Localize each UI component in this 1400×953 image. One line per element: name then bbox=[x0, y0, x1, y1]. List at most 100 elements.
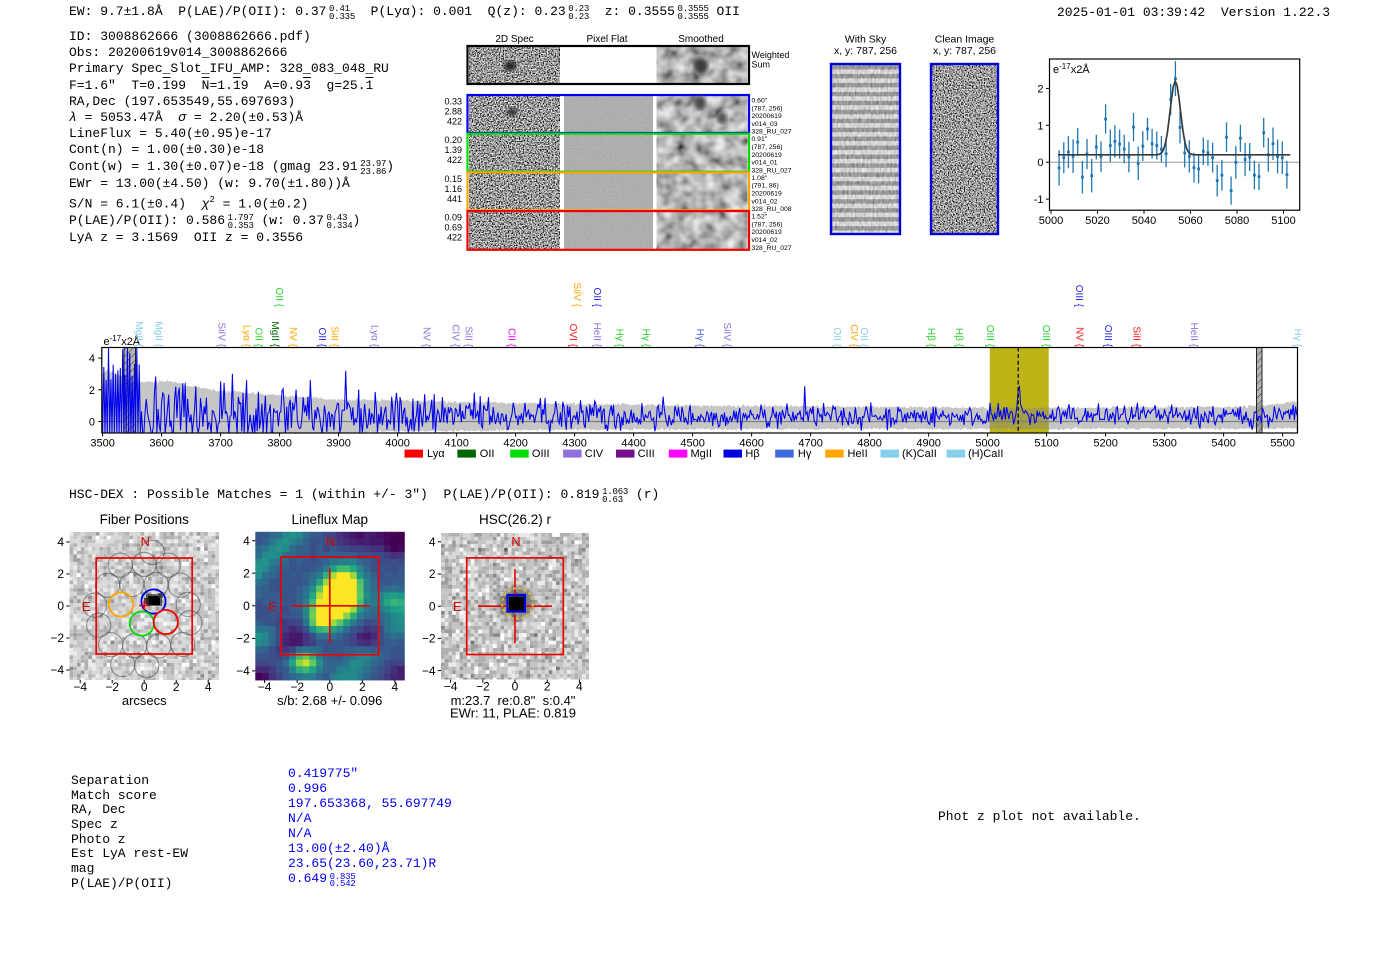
svg-text:4500: 4500 bbox=[680, 438, 704, 450]
svg-text:MgII {: MgII { bbox=[269, 321, 280, 347]
svg-text:20200619: 20200619 bbox=[752, 191, 782, 198]
svg-text:−4: −4 bbox=[50, 663, 64, 677]
svg-text:EWr: 11, PLAE: 0.819: EWr: 11, PLAE: 0.819 bbox=[450, 706, 576, 721]
svg-text:0.60": 0.60" bbox=[752, 98, 768, 105]
svg-text:4800: 4800 bbox=[857, 438, 881, 450]
svg-text:x, y: 787, 256: x, y: 787, 256 bbox=[834, 45, 897, 57]
svg-text:0.91": 0.91" bbox=[752, 136, 768, 143]
svg-text:OIII {: OIII { bbox=[1073, 285, 1084, 308]
svg-text:0.09: 0.09 bbox=[444, 213, 462, 223]
svg-text:422: 422 bbox=[447, 233, 462, 243]
svg-text:4: 4 bbox=[205, 680, 212, 694]
svg-text:OIII {: OIII { bbox=[1040, 325, 1051, 348]
svg-text:2: 2 bbox=[57, 567, 64, 581]
svg-text:2: 2 bbox=[429, 567, 436, 581]
svg-text:5060: 5060 bbox=[1178, 215, 1202, 227]
svg-text:−2: −2 bbox=[422, 632, 436, 646]
svg-text:Lyα: Lyα bbox=[427, 448, 445, 460]
svg-text:OII {: OII { bbox=[858, 328, 869, 348]
svg-text:Hβ: Hβ bbox=[745, 448, 759, 460]
svg-text:CIII: CIII bbox=[638, 448, 655, 460]
svg-text:Lyα {: Lyα { bbox=[240, 325, 251, 348]
svg-text:SiII {: SiII { bbox=[329, 326, 340, 347]
svg-text:NV {: NV { bbox=[1074, 327, 1085, 348]
svg-text:NV {: NV { bbox=[421, 327, 432, 348]
svg-text:−2: −2 bbox=[50, 631, 64, 645]
svg-text:arcsecs: arcsecs bbox=[122, 693, 167, 708]
svg-text:HeII {: HeII { bbox=[1188, 323, 1199, 348]
svg-text:5080: 5080 bbox=[1225, 215, 1249, 227]
svg-text:1.16: 1.16 bbox=[444, 184, 462, 194]
svg-text:2.88: 2.88 bbox=[444, 107, 462, 117]
svg-text:5100: 5100 bbox=[1034, 438, 1058, 450]
svg-text:2: 2 bbox=[544, 680, 551, 694]
svg-text:4: 4 bbox=[89, 353, 95, 365]
svg-text:(791, 86): (791, 86) bbox=[752, 183, 779, 190]
svg-text:5100: 5100 bbox=[1271, 215, 1295, 227]
svg-text:Hβ {: Hβ { bbox=[953, 328, 964, 348]
svg-text:5000: 5000 bbox=[975, 438, 999, 450]
svg-text:m:23.7 re:0.8" s:0.4": m:23.7 re:0.8" s:0.4" bbox=[451, 693, 576, 708]
svg-text:0.15: 0.15 bbox=[444, 174, 462, 184]
svg-text:422: 422 bbox=[447, 117, 462, 127]
svg-text:4: 4 bbox=[243, 534, 250, 548]
svg-text:With Sky: With Sky bbox=[845, 34, 887, 46]
svg-text:CIV: CIV bbox=[585, 448, 604, 460]
svg-text:MgII {: MgII { bbox=[153, 321, 164, 347]
svg-text:E: E bbox=[268, 599, 277, 614]
svg-text:−4: −4 bbox=[258, 680, 272, 694]
svg-text:4300: 4300 bbox=[562, 438, 586, 450]
svg-text:0: 0 bbox=[429, 599, 436, 613]
svg-text:3900: 3900 bbox=[326, 438, 350, 450]
svg-text:Hγ {: Hγ { bbox=[1292, 329, 1303, 348]
svg-text:328_RU_027: 328_RU_027 bbox=[752, 245, 792, 252]
svg-text:Smoothed: Smoothed bbox=[678, 34, 724, 45]
svg-text:2: 2 bbox=[173, 680, 180, 694]
svg-text:v014_02: v014_02 bbox=[752, 198, 778, 205]
svg-text:2D Spec: 2D Spec bbox=[495, 34, 533, 45]
svg-text:CIV {: CIV { bbox=[449, 324, 460, 347]
svg-text:328_RU_008: 328_RU_008 bbox=[752, 206, 792, 213]
svg-text:OII {: OII { bbox=[591, 288, 602, 308]
svg-text:4900: 4900 bbox=[916, 438, 940, 450]
svg-text:5300: 5300 bbox=[1152, 438, 1176, 450]
svg-text:328_RU_027: 328_RU_027 bbox=[752, 167, 792, 174]
svg-text:20200619: 20200619 bbox=[752, 229, 782, 236]
svg-text:MgII {: MgII { bbox=[133, 321, 144, 347]
svg-text:(787, 256): (787, 256) bbox=[752, 105, 783, 112]
svg-text:0.20: 0.20 bbox=[444, 135, 462, 145]
svg-text:Hγ {: Hγ { bbox=[694, 329, 705, 348]
svg-text:0.33: 0.33 bbox=[444, 97, 462, 107]
svg-text:5500: 5500 bbox=[1270, 438, 1294, 450]
svg-text:0: 0 bbox=[141, 680, 148, 694]
svg-text:(787, 256): (787, 256) bbox=[752, 144, 783, 151]
svg-text:v014_03: v014_03 bbox=[752, 121, 778, 128]
svg-text:0: 0 bbox=[57, 599, 64, 613]
svg-text:4400: 4400 bbox=[621, 438, 645, 450]
svg-text:NV {: NV { bbox=[287, 327, 298, 348]
svg-text:SiII {: SiII { bbox=[1130, 326, 1141, 347]
svg-text:20200619: 20200619 bbox=[752, 113, 782, 120]
svg-text:2: 2 bbox=[359, 680, 366, 694]
svg-text:−4: −4 bbox=[73, 680, 87, 694]
svg-text:0: 0 bbox=[326, 680, 333, 694]
svg-text:4: 4 bbox=[392, 680, 399, 694]
svg-text:Hγ: Hγ bbox=[798, 448, 812, 460]
svg-text:-1: -1 bbox=[1034, 194, 1044, 206]
svg-text:SiIV {: SiIV { bbox=[215, 323, 226, 348]
svg-text:1.39: 1.39 bbox=[444, 145, 462, 155]
svg-text:OII {: OII { bbox=[831, 328, 842, 348]
svg-text:20200619: 20200619 bbox=[752, 152, 782, 159]
svg-text:OIII {: OIII { bbox=[984, 325, 995, 348]
svg-text:0: 0 bbox=[243, 599, 250, 613]
svg-text:5200: 5200 bbox=[1093, 438, 1117, 450]
svg-text:OIII {: OIII { bbox=[1102, 325, 1113, 348]
svg-text:E: E bbox=[82, 599, 91, 614]
svg-text:3600: 3600 bbox=[149, 438, 173, 450]
svg-text:0: 0 bbox=[1037, 157, 1043, 169]
svg-text:1.08": 1.08" bbox=[752, 175, 768, 182]
svg-text:2: 2 bbox=[89, 385, 95, 397]
svg-text:4000: 4000 bbox=[385, 438, 409, 450]
svg-text:4200: 4200 bbox=[503, 438, 527, 450]
svg-text:0.69: 0.69 bbox=[444, 223, 462, 233]
